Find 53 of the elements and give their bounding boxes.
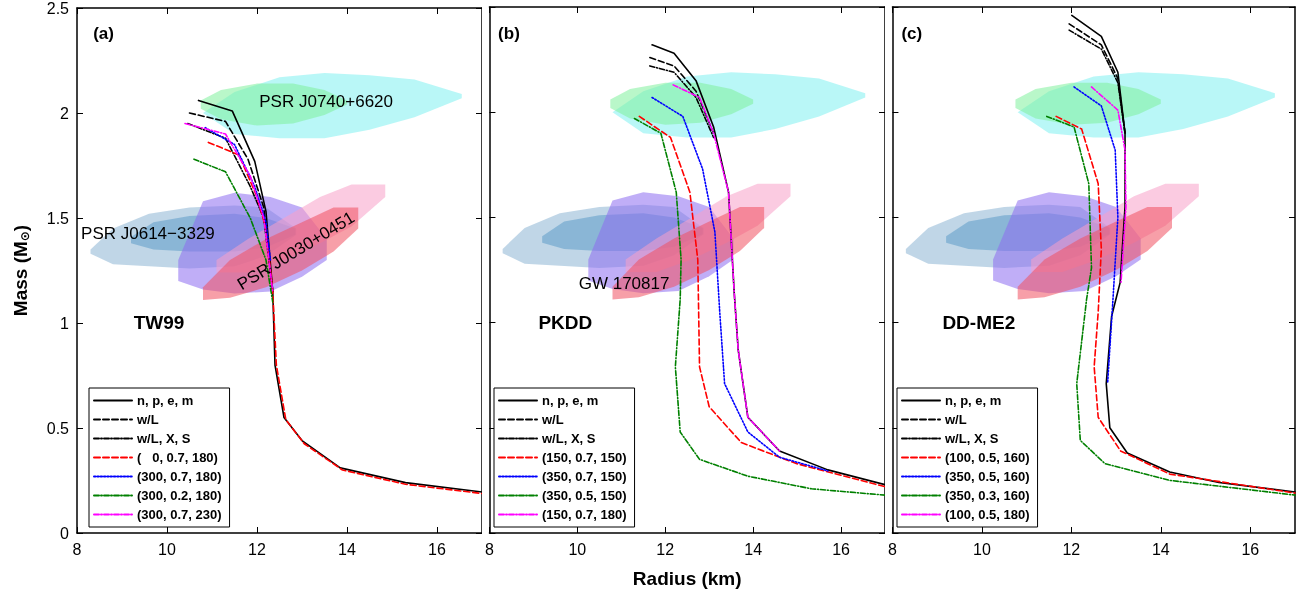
annotation: (b)	[498, 23, 520, 43]
y-tick-label: 1	[60, 314, 70, 332]
annotation: (a)	[93, 23, 114, 43]
y-tick-label: 0	[60, 524, 70, 542]
legend-label: w/L, X, S	[136, 431, 191, 446]
y-tick-label: 2.5	[46, 0, 70, 17]
x-tick-label: 16	[1241, 540, 1260, 558]
legend-label: n, p, e, m	[137, 393, 194, 408]
annotation: TW99	[133, 312, 185, 334]
x-tick-label: 10	[568, 540, 587, 558]
legend-label: (350, 0.5, 150)	[542, 488, 627, 503]
legend-label: w/L, X, S	[541, 431, 596, 446]
legend-label: (100, 0.5, 160)	[945, 450, 1030, 465]
legend-label: ( 0, 0.7, 180)	[137, 450, 218, 465]
y-tick-label: 2	[60, 104, 70, 122]
x-tick-label: 16	[832, 540, 851, 558]
annotation: PSR J0614−3329	[81, 223, 215, 243]
legend-label: w/L	[944, 412, 967, 427]
x-tick-label: 12	[656, 540, 675, 558]
annotation: (c)	[901, 23, 923, 43]
legend-label: (350, 0.3, 160)	[945, 488, 1030, 503]
x-tick-label: 12	[248, 540, 266, 558]
legend-label: w/L, X, S	[944, 431, 999, 446]
annotation: DD-ME2	[942, 312, 1016, 334]
legend-label: (300, 0.2, 180)	[137, 488, 222, 503]
legend-label: (150, 0.7, 180)	[542, 507, 627, 522]
legend-label: w/L	[541, 412, 564, 427]
x-tick-label: 14	[1151, 540, 1170, 558]
x-axis-title: Radius (km)	[632, 568, 742, 589]
x-tick-label: 10	[158, 540, 176, 558]
x-tick-label: 8	[72, 540, 82, 558]
y-axis-title: Mass (M⊙)	[9, 224, 32, 317]
x-tick-label: 8	[888, 540, 897, 558]
x-tick-label: 12	[1062, 540, 1081, 558]
legend-label: (300, 0.7, 230)	[137, 507, 222, 522]
annotation: PSR J0740+6620	[259, 92, 393, 112]
x-tick-label: 14	[744, 540, 763, 558]
legend-label: n, p, e, m	[542, 393, 599, 408]
x-tick-label: 16	[428, 540, 446, 558]
legend-label: (300, 0.7, 180)	[137, 469, 222, 484]
y-tick-label: 1.5	[46, 209, 70, 227]
legend-label: (350, 0.7, 150)	[542, 469, 627, 484]
annotation: GW 170817	[578, 273, 670, 293]
legend-label: w/L	[136, 412, 159, 427]
legend-label: (150, 0.7, 150)	[542, 450, 627, 465]
legend-label: (350, 0.5, 160)	[945, 469, 1030, 484]
x-tick-label: 10	[973, 540, 991, 558]
legend-label: (100, 0.5, 180)	[945, 507, 1030, 522]
x-tick-label: 8	[485, 540, 494, 558]
y-tick-label: 0.5	[46, 419, 70, 437]
annotation: PKDD	[538, 312, 593, 334]
x-tick-label: 14	[338, 540, 356, 558]
legend-label: n, p, e, m	[945, 393, 1002, 408]
